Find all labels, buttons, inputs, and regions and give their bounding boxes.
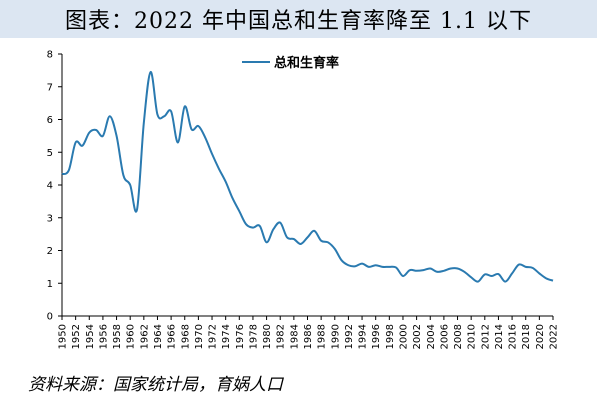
x-tick-label: 1952 <box>71 324 82 349</box>
x-tick-label: 1982 <box>276 324 287 349</box>
y-tick-label: 5 <box>47 148 53 159</box>
y-tick-label: 3 <box>47 213 53 224</box>
x-tick-label: 1996 <box>371 324 382 349</box>
x-tick-label: 2004 <box>426 324 437 349</box>
x-tick-label: 1950 <box>58 324 69 349</box>
x-tick-label: 1960 <box>126 324 137 349</box>
x-tick-label: 2010 <box>467 324 478 349</box>
x-tick-label: 1978 <box>248 324 259 349</box>
x-tick-label: 2018 <box>521 324 532 349</box>
x-tick-label: 1984 <box>289 324 300 349</box>
y-tick-label: 8 <box>47 50 53 61</box>
x-tick-label: 1970 <box>194 324 205 349</box>
x-tick-label: 1954 <box>85 324 96 349</box>
x-tick-label: 1962 <box>139 324 150 349</box>
x-tick-label: 1998 <box>385 324 396 349</box>
y-tick-label: 2 <box>47 246 53 257</box>
x-tick-label: 1964 <box>153 324 164 349</box>
legend-label: 总和生育率 <box>274 55 339 71</box>
x-tick-label: 2002 <box>412 324 423 349</box>
y-tick-label: 7 <box>47 82 53 93</box>
x-tick-label: 1972 <box>208 324 219 349</box>
x-tick-label: 1956 <box>98 324 109 349</box>
x-tick-label: 1976 <box>235 324 246 349</box>
x-tick-label: 2016 <box>508 324 519 349</box>
x-tick-label: 2000 <box>398 324 409 349</box>
x-tick-label: 1974 <box>221 324 232 349</box>
x-tick-label: 1994 <box>358 324 369 349</box>
x-tick-label: 2006 <box>439 324 450 349</box>
y-tick-label: 4 <box>47 181 53 192</box>
y-tick-label: 1 <box>47 279 53 290</box>
x-tick-label: 1988 <box>317 324 328 349</box>
x-tick-label: 1986 <box>303 324 314 349</box>
x-tick-label: 1966 <box>167 324 178 349</box>
x-tick-label: 1958 <box>112 324 123 349</box>
series-line-tfr <box>61 71 554 283</box>
x-tick-label: 1968 <box>180 324 191 349</box>
x-tick-label: 2008 <box>453 324 464 349</box>
source-note: 资料来源：国家统计局，育娲人口 <box>28 375 283 395</box>
y-tick-label: 6 <box>47 115 53 126</box>
x-tick-label: 1980 <box>262 324 273 349</box>
x-tick-label: 2014 <box>494 324 505 349</box>
x-tick-label: 2022 <box>549 324 560 349</box>
x-tick-label: 1992 <box>344 324 355 349</box>
x-tick-label: 2012 <box>480 324 491 349</box>
x-tick-label: 1990 <box>330 324 341 349</box>
y-tick-label: 0 <box>47 312 53 323</box>
chart-title: 图表：2022 年中国总和生育率降至 1.1 以下 <box>65 9 532 34</box>
chart-title-bar: 图表：2022 年中国总和生育率降至 1.1 以下 <box>0 0 597 38</box>
x-tick-label: 2020 <box>535 324 546 349</box>
